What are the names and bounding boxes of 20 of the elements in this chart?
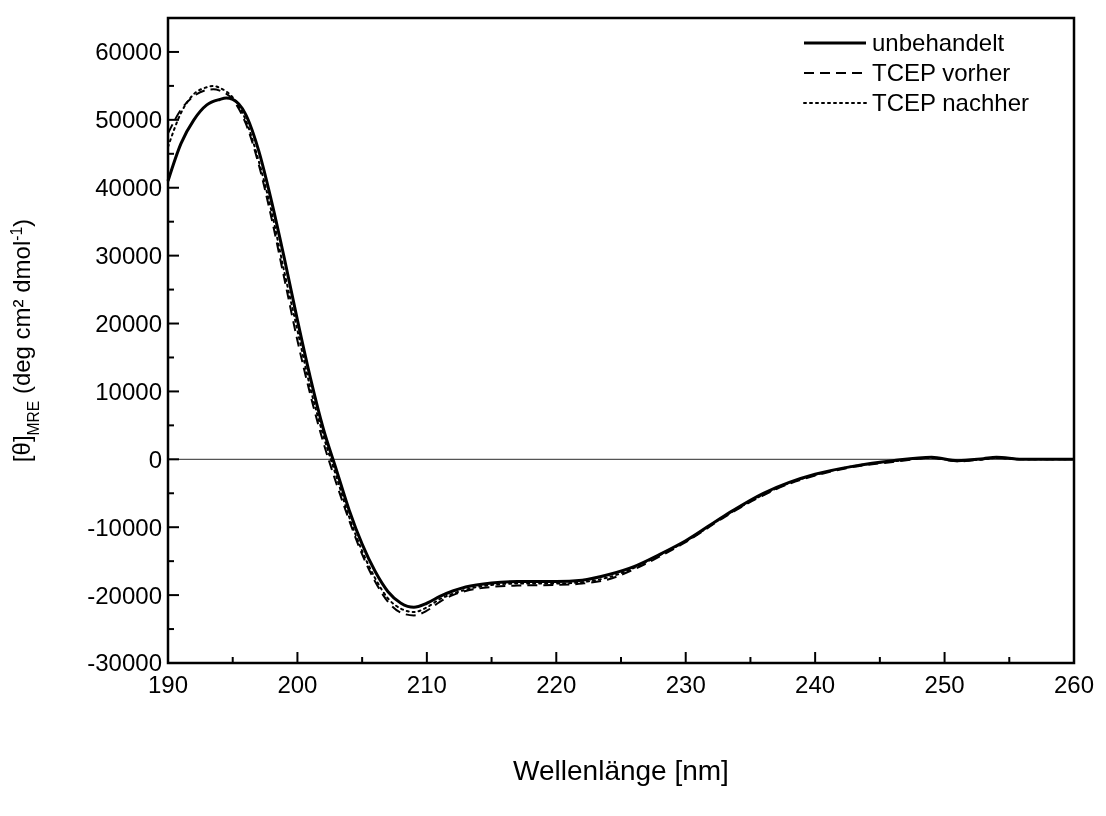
x-tick-label: 260 xyxy=(1053,671,1095,698)
x-tick-label: 220 xyxy=(536,671,577,698)
x-tick-label: 200 xyxy=(277,671,318,698)
y-tick-label: -10000 xyxy=(87,513,162,541)
y-tick-label: -20000 xyxy=(87,581,162,609)
y-tick-label: 50000 xyxy=(95,106,162,134)
legend-label: TCEP nachher xyxy=(872,89,1029,117)
x-tick-label: 250 xyxy=(924,671,965,698)
y-tick-label: 60000 xyxy=(95,38,162,66)
y-tick-label: 40000 xyxy=(95,174,162,202)
x-axis-title: Wellenlänge [nm] xyxy=(513,755,729,786)
legend-label: unbehandelt xyxy=(872,29,1005,57)
y-tick-label: 0 xyxy=(148,445,162,473)
y-tick-label: 30000 xyxy=(95,242,162,270)
y-tick-label: 10000 xyxy=(95,377,162,405)
y-tick-label: 20000 xyxy=(95,309,162,337)
x-tick-label: 210 xyxy=(406,671,447,698)
x-tick-label: 230 xyxy=(665,671,706,698)
legend-label: TCEP vorher xyxy=(872,59,1011,87)
x-tick-label: 240 xyxy=(795,671,836,698)
